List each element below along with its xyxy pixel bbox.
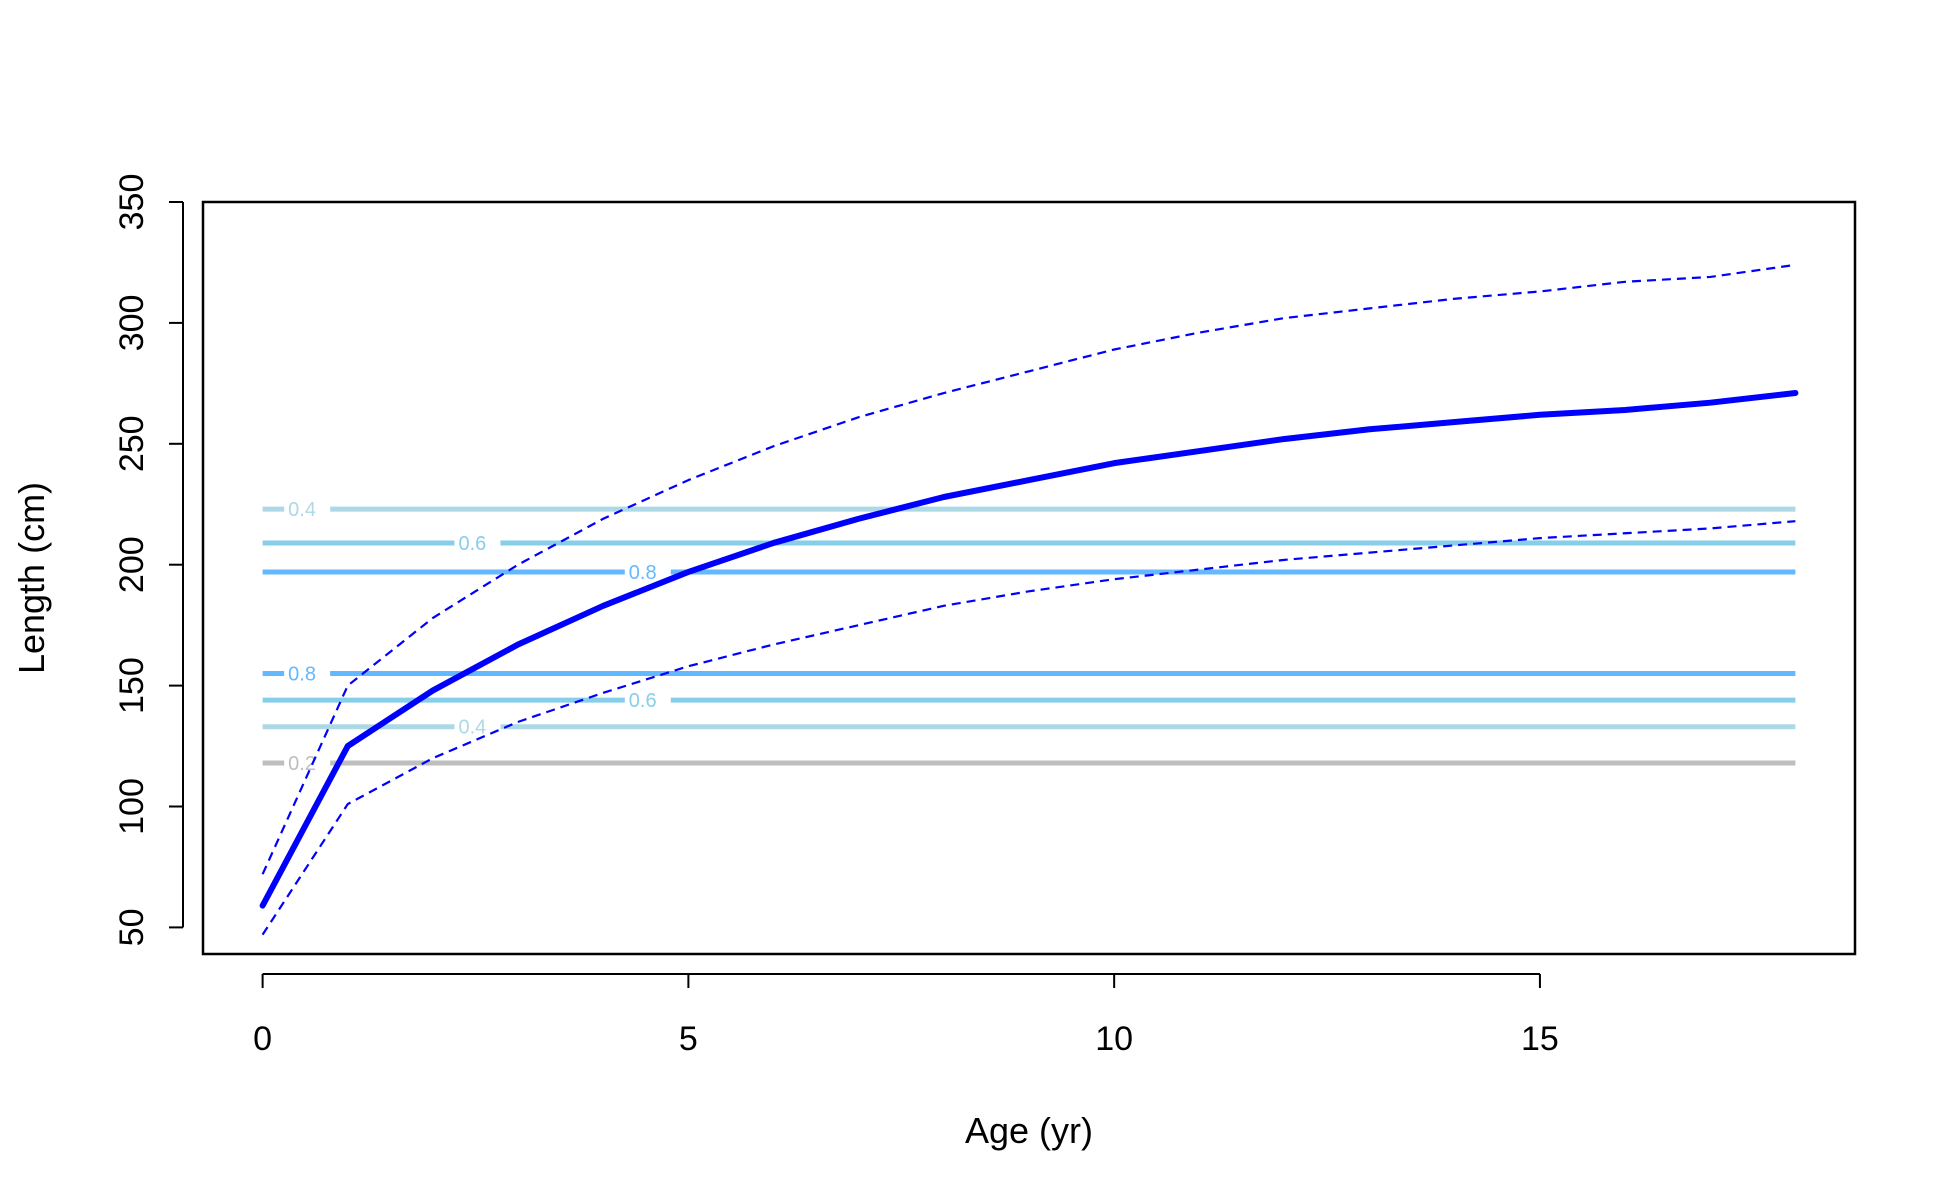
contour-label-2: 0.8 bbox=[629, 562, 657, 584]
y-tick-label-4: 250 bbox=[113, 415, 151, 472]
y-tick-label-5: 300 bbox=[113, 295, 151, 352]
series-line-0 bbox=[259, 390, 1799, 909]
contour-label-6: 0.2 bbox=[288, 753, 316, 775]
series-line-1 bbox=[261, 263, 1796, 875]
x-tick-label-2: 10 bbox=[1095, 1020, 1133, 1058]
contour-label-4: 0.6 bbox=[629, 690, 657, 712]
y-axis-title: Length (cm) bbox=[11, 482, 52, 674]
series-layer bbox=[259, 263, 1799, 936]
y-tick-label-0: 50 bbox=[113, 908, 151, 946]
contour-label-5: 0.4 bbox=[458, 717, 486, 739]
contour-label-1: 0.6 bbox=[458, 533, 486, 555]
contour-layer: 0.4 0.6 0.8 0.8 0.6 0.4 0.2 bbox=[262, 499, 1796, 775]
y-tick-label-1: 100 bbox=[113, 778, 151, 835]
plot-frame bbox=[201, 200, 1857, 956]
contour-label-3: 0.8 bbox=[288, 664, 316, 686]
x-tick-label-3: 15 bbox=[1521, 1020, 1559, 1058]
x-tick-label-1: 5 bbox=[679, 1020, 698, 1058]
y-tick-label-2: 150 bbox=[113, 657, 151, 714]
y-tick-label-3: 200 bbox=[113, 536, 151, 593]
series-line-2 bbox=[261, 520, 1796, 936]
axis-layer: 0 5 10 15 50 100 150 200 250 300 350 bbox=[113, 174, 1559, 1058]
x-axis-title: Age (yr) bbox=[965, 1110, 1093, 1151]
contour-label-0: 0.4 bbox=[288, 499, 316, 521]
x-tick-label-0: 0 bbox=[253, 1020, 272, 1058]
y-tick-label-6: 350 bbox=[113, 174, 151, 231]
